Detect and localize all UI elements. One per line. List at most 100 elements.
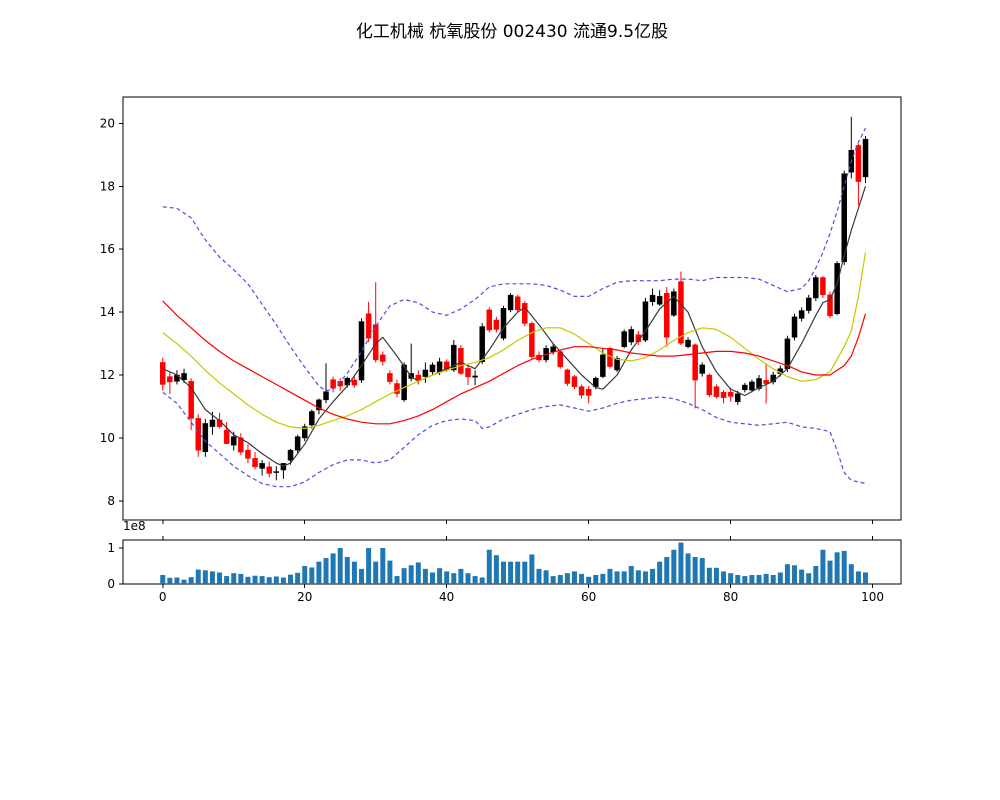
candle-down xyxy=(486,309,493,331)
volume-bar xyxy=(657,561,663,584)
x-tick-label: 20 xyxy=(297,590,312,604)
candle-down xyxy=(266,466,272,474)
candle-down xyxy=(223,429,230,444)
candle-down xyxy=(692,344,698,381)
candle-up xyxy=(862,138,869,178)
candle-down xyxy=(529,323,535,358)
candle-down xyxy=(351,379,358,386)
volume-bar xyxy=(557,574,563,584)
candle-down xyxy=(387,373,393,382)
volume-bar xyxy=(429,572,435,584)
volume-bar xyxy=(337,547,343,584)
candle-up xyxy=(805,297,812,311)
candle-up xyxy=(749,381,755,391)
volume-bar xyxy=(713,567,719,584)
volume-bar xyxy=(607,568,613,584)
candle-down xyxy=(238,437,244,453)
volume-bar xyxy=(387,560,393,584)
candle-up xyxy=(209,419,216,427)
candle-down xyxy=(827,294,833,317)
candle-up xyxy=(550,346,556,352)
axis-ticks-and-labels: 8 10 12 14 16 18 20 0 20 40 60 80 100 0 1 1e8 xyxy=(100,116,884,604)
chart-layers: 8 10 12 14 16 18 20 0 20 40 60 80 100 0 1 1e8 xyxy=(100,96,902,604)
volume-bar xyxy=(777,572,783,584)
price-tick-label: 16 xyxy=(100,242,115,256)
candle-up xyxy=(436,361,443,373)
volume-bar xyxy=(536,568,542,584)
candle-down xyxy=(514,296,521,311)
x-tick-label: 100 xyxy=(861,590,884,604)
price-tick-label: 14 xyxy=(100,305,115,319)
candle-up xyxy=(259,463,265,469)
volume-bar xyxy=(742,576,748,584)
volume-bar xyxy=(806,573,812,584)
volume-bar xyxy=(181,579,187,584)
ma-fast-line xyxy=(162,186,867,467)
candle-down xyxy=(855,145,862,182)
volume-bar xyxy=(160,574,166,584)
volume-bar xyxy=(359,568,365,584)
candle-up xyxy=(287,449,294,461)
volume-bar xyxy=(380,547,386,584)
candle-up xyxy=(429,364,436,373)
candle-up xyxy=(301,426,308,439)
candle-up xyxy=(507,294,514,311)
x-tick-label: 80 xyxy=(723,590,738,604)
candle-down xyxy=(713,386,720,397)
volume-bar xyxy=(642,571,648,584)
candle-up xyxy=(699,364,705,374)
volume-bar xyxy=(593,574,599,584)
candle-down xyxy=(678,281,684,344)
volume-bar xyxy=(692,556,698,584)
volume-bar xyxy=(763,573,769,584)
candle-up xyxy=(230,436,237,446)
candle-up xyxy=(813,277,819,299)
volume-bar xyxy=(650,568,656,584)
volume-bar xyxy=(614,571,620,584)
candle-down xyxy=(578,386,585,396)
volume-bar xyxy=(721,571,727,584)
volume-bar xyxy=(671,549,677,584)
volume-bar xyxy=(224,576,230,584)
candle-down xyxy=(465,368,471,378)
volume-bar xyxy=(756,574,762,584)
volume-bar xyxy=(209,571,215,584)
candle-down xyxy=(727,392,734,397)
candle-up xyxy=(685,339,691,347)
candle-up xyxy=(316,399,322,411)
volume-bar xyxy=(855,571,861,584)
candle-up xyxy=(451,344,457,371)
volume-bar xyxy=(167,577,173,584)
volume-bar xyxy=(472,576,478,584)
volume-bar xyxy=(664,556,670,584)
volume-bar xyxy=(323,558,329,584)
volume-bar xyxy=(820,549,826,584)
volume-bar xyxy=(344,556,350,584)
volume-bar xyxy=(486,549,492,584)
candle-down xyxy=(706,374,713,396)
x-tick-label: 40 xyxy=(439,590,454,604)
volume-bar xyxy=(316,561,322,584)
volume-bar xyxy=(422,568,428,584)
volume-bar xyxy=(529,554,535,584)
volume-bar xyxy=(621,571,627,584)
candle-up xyxy=(734,393,741,402)
volume-bar xyxy=(330,553,336,584)
candle-up xyxy=(600,354,606,377)
candle-up xyxy=(798,310,805,319)
volume-bar xyxy=(295,572,301,584)
candle-up xyxy=(756,378,762,389)
volume-bar xyxy=(309,567,315,584)
candle-down xyxy=(167,376,173,383)
volume-bar xyxy=(841,550,847,584)
volume-bar xyxy=(508,561,514,584)
volume-bar xyxy=(302,565,308,584)
volume-bar xyxy=(827,560,833,584)
price-tick-label: 18 xyxy=(100,179,115,193)
volume-bar xyxy=(408,565,414,584)
candle-down xyxy=(380,354,386,362)
volume-bar xyxy=(564,573,570,584)
volume-bar xyxy=(586,576,592,584)
volume-bar xyxy=(266,577,272,584)
